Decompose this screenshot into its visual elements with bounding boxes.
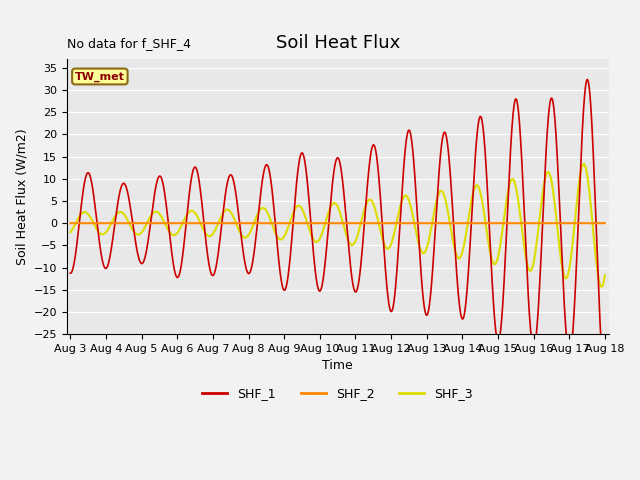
X-axis label: Time: Time [323,360,353,372]
SHF_3 [159,217,167,223]
Legend: SHF_1, SHF_2, SHF_3: SHF_1, SHF_2, SHF_3 [197,382,478,405]
SHF_3 [598,284,605,289]
SHF_2 [67,220,74,226]
SHF_2 [601,220,609,226]
SHF_3 [533,239,541,244]
SHF_2 [271,220,279,226]
SHF_2 [591,220,598,226]
SHF_3 [591,243,598,249]
SHF_1 [601,377,609,383]
SHF_1 [294,163,302,169]
SHF_1 [591,183,598,189]
SHF_3 [127,225,135,230]
SHF_2 [533,220,541,226]
SHF_3 [580,161,588,167]
SHF_1 [533,326,541,332]
SHF_2 [127,220,135,226]
SHF_1 [67,270,74,276]
Text: No data for f_SHF_4: No data for f_SHF_4 [67,37,191,50]
Line: SHF_1: SHF_1 [70,80,605,380]
Text: TW_met: TW_met [75,72,125,82]
Line: SHF_3: SHF_3 [70,164,605,287]
Y-axis label: Soil Heat Flux (W/m2): Soil Heat Flux (W/m2) [15,128,28,265]
SHF_1 [271,221,279,227]
SHF_2 [159,220,167,226]
SHF_2 [294,220,302,226]
SHF_3 [271,230,279,236]
SHF_3 [67,229,74,235]
Title: Soil Heat Flux: Soil Heat Flux [276,34,400,52]
SHF_3 [294,203,302,209]
SHF_3 [601,272,609,278]
SHF_1 [584,77,591,83]
SHF_1 [127,211,135,216]
SHF_1 [159,181,167,187]
